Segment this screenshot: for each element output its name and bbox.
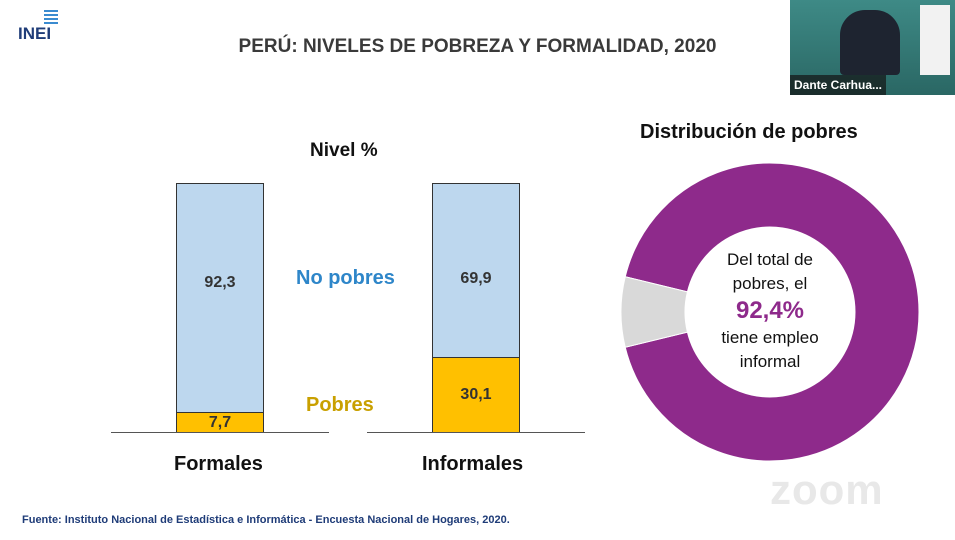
legend-no-pobres: No pobres [296, 267, 395, 289]
donut-center-text: Del total de pobres, el 92,4% tiene empl… [690, 248, 850, 374]
logo-text: INEI [18, 24, 52, 43]
center-line: pobres, el [732, 274, 808, 293]
data-label: 30,1 [460, 386, 492, 403]
participant-name: Dante Carhua... [790, 75, 887, 95]
category-informales: Informales [422, 453, 524, 475]
center-line: tiene empleo [721, 328, 819, 347]
donut-slice-informal [624, 162, 920, 462]
center-line: Del total de [727, 250, 813, 269]
speaker-silhouette [840, 10, 900, 75]
bar-informales-no-pobres [432, 183, 520, 358]
participant-video[interactable]: Dante Carhua... [790, 0, 955, 95]
data-label: 92,3 [204, 274, 236, 291]
flag [920, 5, 950, 75]
bar-informales-pobres [432, 357, 520, 433]
category-formales: Formales [174, 453, 263, 475]
bar-chart-title: Nivel % [310, 140, 378, 161]
data-label: 69,9 [460, 270, 492, 287]
legend-pobres: Pobres [306, 394, 374, 416]
baseline [367, 432, 585, 433]
zoom-watermark: zoom [770, 466, 884, 513]
center-highlight: 92,4% [735, 297, 805, 324]
data-label: 7,7 [208, 414, 232, 431]
source-note: Fuente: Instituto Nacional de Estadístic… [22, 514, 510, 526]
baseline [111, 432, 329, 433]
donut-chart [620, 162, 920, 462]
page-title: PERÚ: NIVELES DE POBREZA Y FORMALIDAD, 2… [238, 36, 717, 57]
inei-logo: INEI [18, 10, 58, 44]
donut-title: Distribución de pobres [640, 121, 858, 143]
bar-formales-no-pobres [176, 183, 264, 413]
logo-icon [44, 10, 58, 24]
center-line: informal [739, 352, 801, 371]
donut-slice-formal [620, 276, 689, 348]
